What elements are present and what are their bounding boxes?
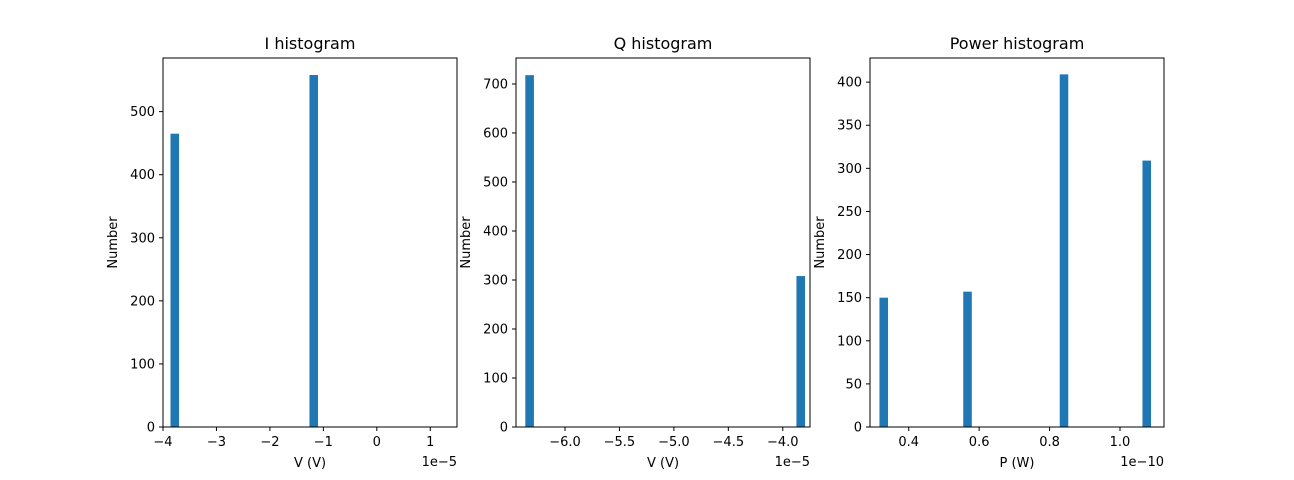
histogram-bar	[963, 291, 972, 427]
y-tick-label: 700	[483, 77, 508, 92]
x-tick-label: 0.4	[898, 435, 919, 450]
histogram-panel: −6.0 −5.5 −5.0 −4.5 −4.0 0 100 200 300 400 500 600 7…	[459, 34, 811, 471]
y-tick-label: 300	[483, 273, 508, 288]
histogram-bar	[1059, 74, 1069, 427]
y-tick-label: 200	[130, 294, 155, 309]
y-axis-label: Number	[813, 216, 828, 269]
x-tick-label: 1	[426, 435, 434, 450]
y-tick-label: 50	[845, 377, 862, 392]
y-tick-label: 400	[837, 76, 862, 91]
x-axis-label: V (V)	[647, 456, 679, 471]
x-offset-label: 1e−10	[1120, 455, 1164, 470]
y-tick-label: 150	[837, 291, 862, 306]
x-tick-label: −1	[314, 435, 333, 450]
chart-title: Power histogram	[950, 34, 1085, 53]
histogram-panel: −4 −3 −2 −1 0 1 0 100 200 300 400 500 I histogram V (…	[106, 34, 458, 471]
x-offset-label: 1e−5	[775, 455, 810, 470]
y-tick-label: 0	[500, 421, 508, 436]
y-tick-label: 0	[147, 421, 155, 436]
x-tick-label: −2	[260, 435, 279, 450]
y-axis-label: Number	[459, 216, 474, 269]
y-tick-label: 100	[837, 334, 862, 349]
x-tick-label: −6.0	[549, 435, 581, 450]
y-tick-label: 600	[483, 126, 508, 141]
y-tick-label: 400	[483, 224, 508, 239]
x-tick-label: −5.5	[604, 435, 636, 450]
x-tick-label: −4	[153, 435, 172, 450]
y-axis-label: Number	[106, 216, 121, 269]
axes-frame	[869, 57, 1165, 428]
x-tick-label: 0	[373, 435, 381, 450]
x-tick-label: −4.5	[713, 435, 745, 450]
y-tick-label: 300	[130, 231, 155, 246]
y-tick-label: 300	[837, 162, 862, 177]
histogram-bar	[879, 297, 889, 427]
y-tick-label: 0	[854, 421, 862, 436]
y-tick-label: 400	[130, 168, 155, 183]
y-tick-label: 350	[837, 119, 862, 134]
histogram-panel: 0.4 0.6 0.8 1.0 0 50 100 150 200 250 300 350 400 Powe…	[813, 34, 1165, 471]
x-tick-label: −5.0	[658, 435, 690, 450]
y-tick-label: 500	[483, 175, 508, 190]
y-tick-label: 100	[130, 357, 155, 372]
histogram-bar	[525, 75, 534, 427]
x-tick-label: 0.6	[969, 435, 990, 450]
y-tick-label: 500	[130, 105, 155, 120]
x-tick-label: 1.0	[1110, 435, 1131, 450]
histogram-bar	[309, 75, 319, 428]
chart-title: Q histogram	[614, 34, 713, 53]
histogram-bar	[1142, 160, 1152, 427]
y-tick-label: 250	[837, 205, 862, 220]
x-tick-label: −4.0	[767, 435, 799, 450]
x-tick-label: −3	[207, 435, 226, 450]
x-offset-label: 1e−5	[422, 455, 457, 470]
x-axis-label: V (V)	[294, 456, 326, 471]
x-axis-label: P (W)	[1000, 456, 1035, 471]
y-tick-label: 100	[483, 371, 508, 386]
axes-frame	[515, 57, 811, 428]
x-tick-label: 0.8	[1039, 435, 1060, 450]
chart-title: I histogram	[265, 34, 356, 53]
y-tick-label: 200	[483, 322, 508, 337]
y-tick-label: 200	[837, 248, 862, 263]
histogram-bar	[796, 276, 806, 427]
axes-frame	[162, 57, 458, 428]
histogram-bar	[170, 133, 180, 427]
